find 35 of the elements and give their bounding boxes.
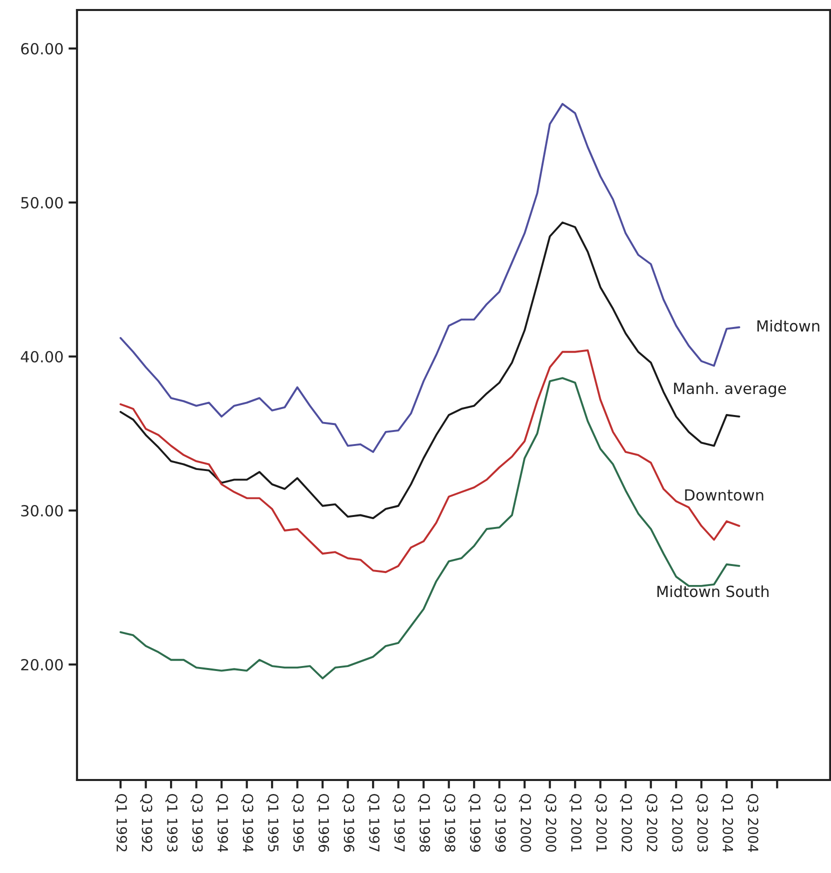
x-tick-label: Q3 1999 bbox=[494, 794, 506, 852]
x-tick-label: Q1 1999 bbox=[468, 794, 481, 852]
x-tick-label: Q3 2002 bbox=[645, 794, 658, 852]
x-tick-label: Q3 2000 bbox=[544, 794, 556, 852]
y-tick-label: 50.00 bbox=[21, 196, 63, 209]
x-tick-label: Q1 2002 bbox=[620, 794, 632, 852]
y-tick-label: 30.00 bbox=[21, 504, 63, 517]
x-tick-label: Q3 1994 bbox=[241, 794, 254, 852]
y-tick-label: 60.00 bbox=[21, 42, 63, 55]
x-tick-label: Q3 2001 bbox=[594, 794, 607, 852]
x-tick-label: Q3 2004 bbox=[746, 794, 758, 852]
x-tick-label: Q1 1997 bbox=[367, 794, 380, 852]
x-tick-label: Q3 2003 bbox=[696, 794, 708, 852]
x-tick-label: Q3 1992 bbox=[140, 794, 152, 852]
x-tick-label: Q3 1998 bbox=[443, 794, 456, 852]
x-tick-label: Q1 1996 bbox=[316, 794, 330, 852]
x-tick-label: Q3 1996 bbox=[342, 794, 354, 852]
x-tick-label: Q1 1995 bbox=[266, 794, 279, 852]
x-tick-label: Q1 2003 bbox=[670, 794, 683, 852]
x-tick-label: Q1 1993 bbox=[165, 794, 178, 852]
x-tick-label: Q1 2004 bbox=[721, 794, 734, 852]
series-label: Downtown bbox=[685, 489, 764, 501]
y-tick-label: 20.00 bbox=[21, 658, 63, 671]
series-label: Midtown South bbox=[657, 585, 769, 598]
x-tick-label: Q1 2000 bbox=[518, 794, 532, 852]
x-tick-label: Q1 2001 bbox=[569, 794, 582, 852]
x-tick-label: Q1 1992 bbox=[114, 794, 128, 852]
x-tick-label: Q1 1994 bbox=[216, 794, 228, 852]
x-tick-label: Q3 1995 bbox=[292, 794, 304, 852]
series-label: Midtown bbox=[757, 320, 820, 332]
y-tick-label: 40.00 bbox=[20, 350, 63, 363]
x-tick-label: Q3 1997 bbox=[392, 794, 405, 852]
x-tick-label: Q3 1993 bbox=[190, 794, 203, 852]
x-tick-label: Q1 1998 bbox=[418, 794, 430, 852]
series-label: Manh. average bbox=[674, 382, 786, 398]
